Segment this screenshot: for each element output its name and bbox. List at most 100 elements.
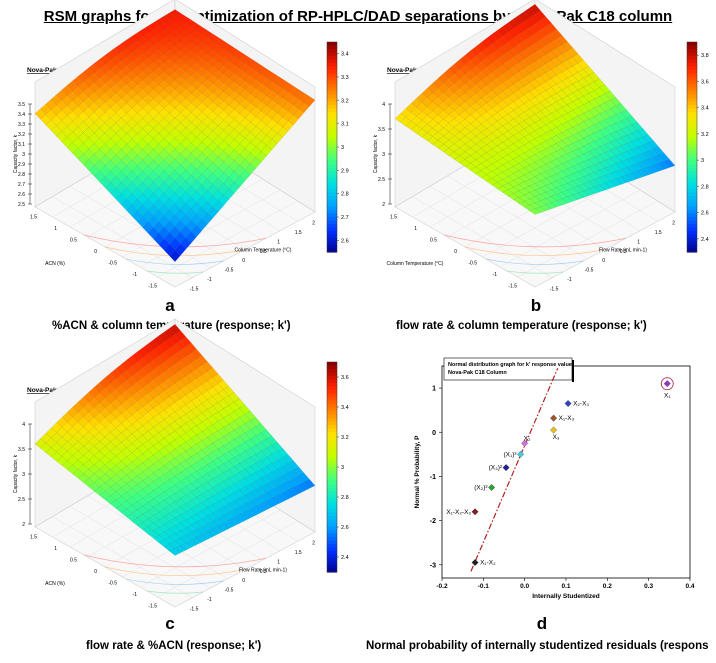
point-marker xyxy=(471,559,479,567)
colorbar-tick-label: 3.4 xyxy=(341,405,349,411)
colorbar-segment xyxy=(327,203,337,208)
right-tick-label: 1.5 xyxy=(295,230,302,236)
point-label: X₂-X₃ xyxy=(573,401,589,408)
surface-cell xyxy=(583,188,595,196)
data-point: X₂-X₃ xyxy=(564,400,589,408)
surface-cell xyxy=(250,506,262,516)
data-point: X₁-X₂ xyxy=(471,559,496,567)
point-marker xyxy=(521,439,529,447)
left-tick-label: -0.5 xyxy=(468,260,477,266)
colorbar-tick-label: 3.4 xyxy=(701,106,709,112)
colorbar-segment xyxy=(327,551,337,556)
reference-line xyxy=(470,367,559,572)
colorbar-segment xyxy=(687,210,697,215)
y-tick-label: -2 xyxy=(430,518,436,525)
right-tick-label: 1.5 xyxy=(295,550,302,556)
colorbar-segment xyxy=(327,400,337,405)
colorbar-segment xyxy=(687,94,697,99)
left-tick-label: 0 xyxy=(94,249,97,255)
surface-cell xyxy=(169,249,181,262)
right-tick-label: -0.5 xyxy=(225,588,234,594)
point-label: X₁ xyxy=(664,393,671,400)
colorbar-segment xyxy=(327,446,337,451)
right-tick-label: 0 xyxy=(602,258,605,264)
legend-line: Normal distribution graph for k' respons… xyxy=(448,362,572,368)
x-tick-label: 0.3 xyxy=(644,583,653,590)
colorbar-segment xyxy=(687,101,697,106)
colorbar-segment xyxy=(327,150,337,155)
colorbar-segment xyxy=(687,231,697,236)
surface-cell xyxy=(174,545,187,553)
colorbar-segment xyxy=(327,456,337,461)
colorbar-segment xyxy=(327,136,337,141)
left-tick-label: -0.5 xyxy=(108,260,117,266)
z-tick-label: 4 xyxy=(22,422,25,428)
colorbar-segment xyxy=(327,533,337,538)
right-tick-label: 1 xyxy=(637,239,640,245)
colorbar-segment xyxy=(327,495,337,500)
surface-cell xyxy=(626,172,638,181)
plot-frame xyxy=(441,365,691,579)
colorbar-segment xyxy=(327,537,337,542)
right-tick-label: 0 xyxy=(242,578,245,584)
legend-line: Nova-Pak C18 Column xyxy=(448,370,507,376)
colorbar-tick-label: 3.4 xyxy=(341,52,349,58)
colorbar-segment xyxy=(687,203,697,208)
surface-cell xyxy=(577,190,590,198)
colorbar-segment xyxy=(327,540,337,545)
colorbar-segment xyxy=(327,248,337,253)
point-label: X₂ xyxy=(524,435,531,442)
colorbar-segment xyxy=(687,199,697,204)
colorbar-segment xyxy=(327,502,337,507)
colorbar-segment xyxy=(327,460,337,465)
point-label: X₁-X₃ xyxy=(559,415,575,422)
surface-mesh xyxy=(34,9,316,262)
data-point: X₁-X₂-X₃ xyxy=(446,508,479,516)
colorbar-segment xyxy=(687,182,697,187)
colorbar-segment xyxy=(687,119,697,124)
colorbar-segment xyxy=(327,94,337,99)
colorbar-segment xyxy=(327,439,337,444)
colorbar-segment xyxy=(327,80,337,85)
colorbar-segment xyxy=(327,530,337,535)
z-tick-label: 2 xyxy=(382,202,385,208)
colorbar-segment xyxy=(687,238,697,243)
z-tick-label: 2.6 xyxy=(18,192,25,198)
z-tick-label: 2.5 xyxy=(378,177,385,183)
colorbar-segment xyxy=(687,49,697,54)
right-tick-label: -1.5 xyxy=(550,286,559,292)
right-axis-label: Column Temperature (°C) xyxy=(235,248,292,254)
colorbar-segment xyxy=(327,63,337,68)
colorbar-segment xyxy=(327,171,337,176)
colorbar-tick-label: 2.7 xyxy=(341,215,349,221)
colorbar-segment xyxy=(327,227,337,232)
right-tick-label: 2 xyxy=(312,541,315,547)
colorbar-segment xyxy=(687,115,697,120)
y-tick-label: 1 xyxy=(432,386,436,393)
colorbar-segment xyxy=(687,66,697,71)
right-tick-label: 1 xyxy=(277,559,280,565)
colorbar-segment xyxy=(327,449,337,454)
z-tick-label: 2.5 xyxy=(18,497,25,503)
colorbar-segment xyxy=(327,164,337,169)
colorbar-tick-label: 2.8 xyxy=(341,495,349,501)
colorbar-segment xyxy=(327,369,337,374)
colorbar-segment xyxy=(687,196,697,201)
colorbar-segment xyxy=(327,561,337,566)
colorbar-segment xyxy=(687,84,697,89)
colorbar-segment xyxy=(687,248,697,253)
colorbar-segment xyxy=(327,133,337,138)
colorbar-segment xyxy=(687,98,697,103)
data-point: X₂ xyxy=(521,435,531,447)
data-point: (X₂)² xyxy=(474,483,496,491)
right-tick-label: 2 xyxy=(672,221,675,227)
surface-cell xyxy=(529,208,541,215)
surface-cell xyxy=(207,528,219,537)
data-point: X₃ xyxy=(550,426,560,441)
colorbar-segment xyxy=(687,80,697,85)
colorbar-segment xyxy=(687,206,697,211)
colorbar-segment xyxy=(327,87,337,92)
data-point: (X₁)² xyxy=(504,450,524,458)
z-tick-label: 3 xyxy=(22,152,25,158)
panel-letter-b: b xyxy=(530,296,542,315)
